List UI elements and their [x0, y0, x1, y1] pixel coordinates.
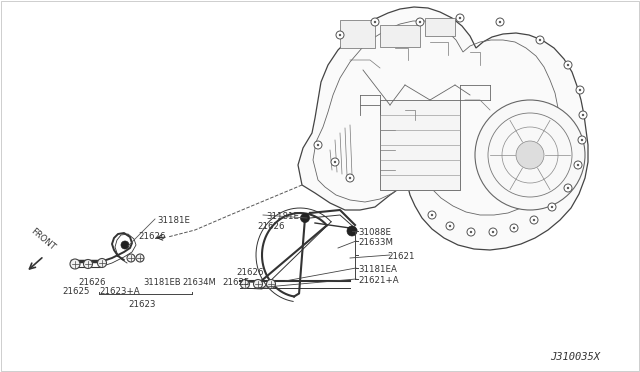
Circle shape: [492, 231, 494, 233]
Circle shape: [416, 18, 424, 26]
Circle shape: [301, 214, 310, 222]
Circle shape: [513, 227, 515, 229]
Circle shape: [470, 231, 472, 233]
Circle shape: [548, 203, 556, 211]
Circle shape: [70, 259, 80, 269]
Text: 21634M: 21634M: [182, 278, 216, 287]
Circle shape: [496, 18, 504, 26]
Text: 21626: 21626: [138, 232, 166, 241]
Circle shape: [551, 206, 553, 208]
Circle shape: [449, 225, 451, 227]
Text: 31181E: 31181E: [157, 216, 190, 225]
Circle shape: [266, 279, 275, 289]
Circle shape: [510, 224, 518, 232]
Circle shape: [564, 184, 572, 192]
Circle shape: [582, 114, 584, 116]
Circle shape: [567, 64, 569, 66]
Circle shape: [567, 187, 569, 189]
Circle shape: [428, 211, 436, 219]
Text: 21626: 21626: [257, 222, 285, 231]
Circle shape: [536, 36, 544, 44]
Circle shape: [564, 61, 572, 69]
Circle shape: [317, 144, 319, 146]
Circle shape: [576, 86, 584, 94]
Text: 21621+A: 21621+A: [358, 276, 399, 285]
Bar: [425, 18, 455, 36]
Circle shape: [346, 174, 354, 182]
Circle shape: [336, 31, 344, 39]
Circle shape: [349, 177, 351, 179]
Circle shape: [532, 219, 535, 221]
Circle shape: [459, 17, 461, 19]
Circle shape: [371, 18, 379, 26]
Circle shape: [431, 214, 433, 216]
Circle shape: [579, 111, 587, 119]
Circle shape: [539, 39, 541, 41]
Circle shape: [136, 254, 144, 262]
Circle shape: [577, 164, 579, 166]
Circle shape: [456, 14, 464, 22]
Circle shape: [374, 21, 376, 23]
Circle shape: [241, 279, 250, 289]
Bar: [380, 25, 420, 47]
Circle shape: [253, 279, 262, 289]
Circle shape: [475, 100, 585, 210]
Circle shape: [489, 228, 497, 236]
Text: 21633M: 21633M: [358, 238, 393, 247]
Circle shape: [530, 216, 538, 224]
Circle shape: [83, 260, 93, 269]
Text: 21623: 21623: [128, 300, 156, 309]
Text: 21626: 21626: [78, 278, 106, 287]
Text: 31181EB: 31181EB: [143, 278, 180, 287]
Circle shape: [446, 222, 454, 230]
Text: J310035X: J310035X: [550, 352, 600, 362]
Text: 31181EA: 31181EA: [358, 265, 397, 274]
Circle shape: [331, 158, 339, 166]
Circle shape: [347, 226, 357, 236]
Bar: [380, 100, 460, 190]
Text: 21623+A: 21623+A: [99, 287, 140, 296]
Text: 21626: 21626: [236, 268, 264, 277]
Circle shape: [339, 34, 341, 36]
Circle shape: [578, 136, 586, 144]
Circle shape: [516, 141, 544, 169]
Circle shape: [581, 139, 583, 141]
Circle shape: [579, 89, 581, 91]
Circle shape: [97, 259, 106, 267]
Circle shape: [121, 241, 129, 249]
Circle shape: [467, 228, 475, 236]
Text: 21625: 21625: [222, 278, 250, 287]
Text: 21625: 21625: [62, 287, 90, 296]
Polygon shape: [298, 7, 588, 250]
Text: 31088E: 31088E: [358, 228, 391, 237]
Bar: [340, 20, 375, 48]
Circle shape: [314, 141, 322, 149]
Circle shape: [334, 161, 336, 163]
Text: FRONT: FRONT: [29, 227, 57, 252]
Text: 21621: 21621: [387, 252, 415, 261]
Text: 31181E: 31181E: [266, 212, 299, 221]
Circle shape: [499, 21, 501, 23]
Circle shape: [127, 254, 135, 262]
Circle shape: [419, 21, 421, 23]
Circle shape: [574, 161, 582, 169]
